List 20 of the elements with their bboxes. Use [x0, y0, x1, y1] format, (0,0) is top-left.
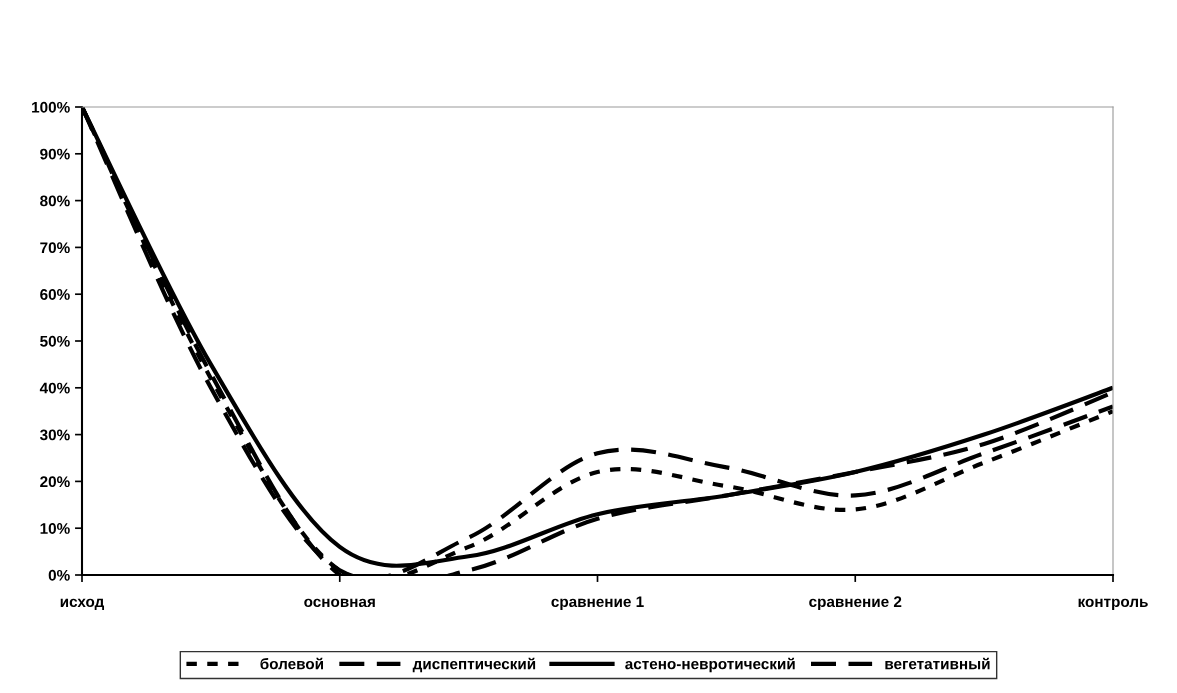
y-tick-label: 70%	[40, 242, 70, 254]
x-tick-label: контроль	[1078, 598, 1148, 611]
y-tick-label: 30%	[39, 429, 70, 441]
x-tick-label: сравнение 1	[551, 596, 644, 611]
y-tick-label: 40%	[39, 382, 70, 394]
y-tick-label: 20%	[40, 476, 70, 488]
y-tick-label: 0%	[48, 569, 70, 581]
x-tick-label: сравнение 2	[809, 596, 902, 611]
legend-label: астено-невротический	[625, 657, 795, 673]
legend-label: вегетативный	[885, 657, 990, 670]
y-tick-label: 100%	[32, 101, 70, 113]
y-tick-label: 90%	[40, 148, 70, 160]
y-tick-label: 80%	[40, 195, 70, 207]
x-tick-label: основная	[304, 598, 375, 608]
legend-label: диспептический	[412, 657, 536, 673]
x-tick-label: исход	[60, 598, 105, 610]
legend-label: болевой	[260, 657, 323, 670]
y-tick-label: 60%	[40, 289, 70, 300]
y-tick-label: 10%	[40, 523, 70, 534]
y-tick-label: 50%	[40, 335, 70, 347]
